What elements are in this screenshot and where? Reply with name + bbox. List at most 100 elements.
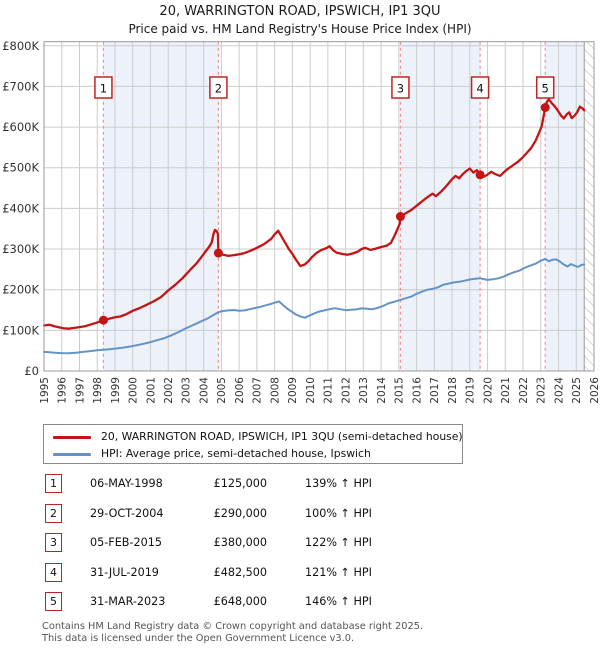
- sale-number-box: [209, 76, 228, 99]
- sale-marker-dot: [213, 248, 223, 258]
- x-axis-label: 2016: [411, 377, 423, 404]
- sale-number-badge: 1: [45, 474, 62, 493]
- sale-date: 06-MAY-1998: [90, 477, 163, 490]
- x-axis-label: 2024: [553, 377, 565, 404]
- x-axis-label: 2010: [305, 377, 317, 404]
- sale-number-badge: 5: [45, 592, 62, 611]
- sale-price: £290,000: [213, 506, 267, 520]
- sale-row: 5 31-MAR-2023 £648,000 146% ↑ HPI: [0, 592, 600, 614]
- sale-number-box: [535, 76, 555, 99]
- sale-vs-hpi: 121% ↑ HPI: [305, 565, 372, 579]
- sale-vs-hpi: 139% ↑ HPI: [305, 477, 372, 490]
- sale-number-badge: 4: [45, 562, 62, 582]
- sale-price: £125,000: [213, 477, 267, 490]
- chart-legend: 20, WARRINGTON ROAD, IPSWICH, IP1 3QU (s…: [43, 424, 463, 464]
- y-axis-label: £0: [24, 364, 39, 378]
- property-line-swatch: [53, 436, 91, 439]
- sale-number-badge: 2: [45, 503, 62, 523]
- x-axis-label: 2020: [482, 377, 494, 404]
- x-axis-label: 2013: [358, 377, 370, 404]
- y-axis-label: £300K: [2, 242, 39, 256]
- sale-vs-hpi: 146% ↑ HPI: [305, 595, 372, 608]
- sale-date: 31-JUL-2019: [90, 565, 159, 579]
- x-axis-label: 2000: [128, 377, 140, 404]
- sale-vs-hpi: 100% ↑ HPI: [305, 506, 372, 520]
- sale-date: 31-MAR-2023: [90, 595, 166, 608]
- sale-date: 29-OCT-2004: [90, 506, 164, 520]
- x-axis-label: 2006: [234, 377, 246, 404]
- sale-price: £380,000: [213, 536, 267, 549]
- sale-number-box: [470, 76, 490, 99]
- x-axis-label: 2019: [465, 377, 477, 404]
- x-axis-label: 2026: [589, 377, 600, 404]
- hpi-line: [43, 257, 586, 355]
- sale-price: £648,000: [213, 595, 267, 608]
- x-axis-label: 2012: [340, 377, 352, 404]
- x-axis-label: 2005: [216, 377, 228, 404]
- license-note: Contains HM Land Registry data © Crown c…: [42, 621, 423, 644]
- sale-price: £482,500: [213, 565, 267, 579]
- ownership-band: [400, 41, 481, 371]
- x-axis-label: 2002: [163, 377, 175, 404]
- sale-number: 5: [542, 82, 549, 96]
- legend-item-property: 20, WARRINGTON ROAD, IPSWICH, IP1 3QU (s…: [44, 428, 463, 446]
- hpi-line-swatch: [53, 453, 91, 456]
- sale-marker-dot: [540, 103, 550, 113]
- property-price-line: [42, 98, 586, 330]
- x-axis-label: 2015: [394, 377, 406, 404]
- sale-row: 2 29-OCT-2004 £290,000 100% ↑ HPI: [0, 503, 600, 526]
- x-axis-label: 2025: [571, 377, 583, 404]
- y-axis-label: £800K: [2, 39, 39, 53]
- x-axis-label: 2021: [500, 377, 512, 404]
- sale-number-box: [94, 76, 113, 99]
- x-axis-label: 2007: [252, 377, 264, 404]
- sale-number: 2: [215, 82, 222, 96]
- sale-row: 1 06-MAY-1998 £125,000 139% ↑ HPI: [0, 474, 600, 496]
- x-axis-label: 2023: [536, 377, 548, 404]
- x-axis-label: 2008: [269, 377, 281, 404]
- sale-number-box: [391, 76, 410, 99]
- x-axis-label: 2001: [145, 377, 157, 404]
- x-axis-label: 2014: [376, 377, 388, 404]
- sale-marker-dot: [395, 212, 405, 222]
- y-axis-label: £500K: [2, 161, 39, 175]
- x-axis-label: 2003: [181, 377, 193, 404]
- legend-item-hpi: HPI: Average price, semi-detached house,…: [44, 445, 462, 463]
- sale-marker-dot: [98, 315, 108, 325]
- sale-number: 3: [397, 82, 404, 96]
- license-line-2: This data is licensed under the Open Gov…: [42, 632, 355, 644]
- sale-marker-dot: [475, 170, 485, 180]
- y-axis-label: £100K: [2, 323, 39, 337]
- x-axis-label: 1999: [110, 377, 122, 404]
- price-chart: 1 2 3 4 5 £0 £100K £200K £300K £400K £500K £600K £70…: [2, 39, 600, 404]
- legend-label: HPI: Average price, semi-detached house,…: [101, 447, 371, 460]
- y-axis-label: £600K: [2, 120, 39, 134]
- x-axis-label: 1998: [92, 377, 104, 404]
- plot-border: [43, 41, 595, 372]
- x-axis-label: 2017: [429, 377, 441, 404]
- license-line-1: Contains HM Land Registry data © Crown c…: [42, 621, 424, 632]
- sale-number: 4: [476, 82, 483, 96]
- x-axis-label: 1995: [39, 377, 51, 404]
- x-axis-label: 2011: [323, 377, 335, 404]
- x-axis-label: 2009: [287, 377, 299, 404]
- sale-number: 1: [100, 82, 107, 96]
- x-axis-label: 1996: [57, 377, 69, 404]
- sale-number-badge: 3: [45, 533, 62, 552]
- x-axis-label: 1997: [74, 377, 86, 404]
- sale-row: 4 31-JUL-2019 £482,500 121% ↑ HPI: [0, 562, 600, 585]
- sale-row: 3 05-FEB-2015 £380,000 122% ↑ HPI: [0, 533, 600, 555]
- x-axis-label: 2022: [518, 377, 530, 404]
- no-data-hatch: [584, 41, 594, 371]
- page-title: 20, WARRINGTON ROAD, IPSWICH, IP1 3QU: [159, 4, 441, 19]
- sale-date: 05-FEB-2015: [90, 536, 162, 549]
- y-axis-label: £400K: [2, 201, 39, 215]
- y-axis-label: £700K: [2, 79, 39, 93]
- sale-vs-hpi: 122% ↑ HPI: [305, 536, 372, 549]
- y-axis-label: £200K: [2, 283, 39, 297]
- x-axis-label: 2018: [447, 377, 459, 404]
- x-axis-label: 2004: [198, 377, 210, 404]
- page-subtitle: Price paid vs. HM Land Registry's House …: [128, 22, 472, 36]
- legend-label: 20, WARRINGTON ROAD, IPSWICH, IP1 3QU (s…: [101, 430, 463, 443]
